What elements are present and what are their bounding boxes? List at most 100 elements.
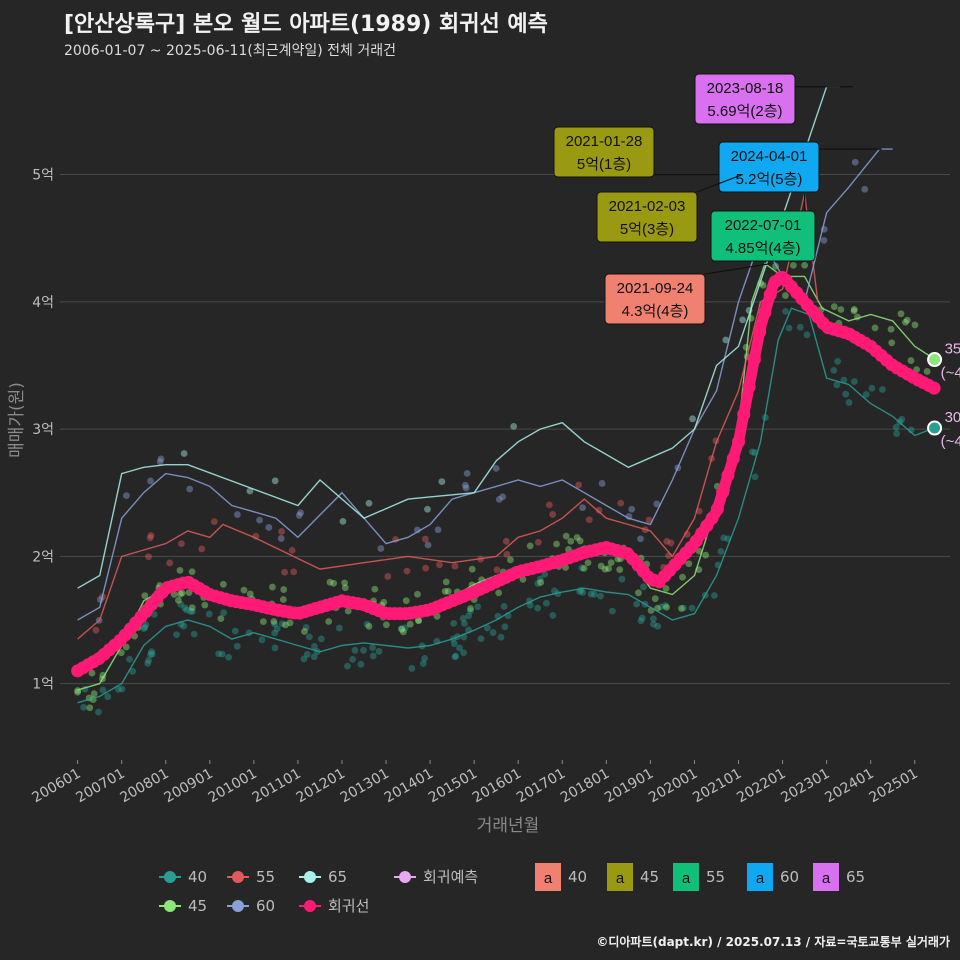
callout-labels: 2023-08-18 5.69억(2층) 2021-01-28 5억(1층) 2024-…	[553, 73, 882, 325]
data-point-40	[500, 603, 508, 610]
x-tick-label: 201601	[470, 766, 524, 807]
data-point-45	[365, 622, 373, 630]
data-point-45	[677, 605, 685, 612]
callout-box	[694, 73, 796, 125]
data-point-40	[104, 693, 112, 701]
callout-2024-04-01: 2024-04-01 5.2억(5층)	[718, 141, 882, 193]
data-point-40	[145, 657, 153, 664]
data-point-60	[861, 185, 869, 193]
data-point-45	[176, 566, 184, 574]
legend-dot	[232, 871, 244, 883]
legend-callout-label: 45	[640, 868, 659, 886]
data-point-45	[537, 579, 545, 586]
regression-point	[763, 288, 777, 302]
x-tick-label: 202001	[646, 766, 700, 807]
data-point-60	[265, 524, 273, 531]
data-point-40	[489, 629, 497, 636]
legend-callout-55: a 55	[673, 863, 725, 891]
legend-callout-glyph: a	[682, 870, 691, 887]
legend-callout-45: a 45	[607, 863, 659, 891]
data-point-55	[422, 564, 430, 572]
data-point-40	[258, 636, 266, 644]
data-point-40	[526, 601, 534, 609]
data-point-45	[380, 598, 388, 606]
data-point-40	[317, 635, 325, 643]
data-point-40	[369, 644, 376, 651]
data-point-65	[365, 499, 373, 507]
legend: 40 55 65 회귀예측 45 60 회귀선 a 40 a 45 a 55 a 60 a 65	[159, 863, 865, 915]
data-point-65	[246, 487, 254, 495]
regression-point	[747, 352, 761, 366]
data-point-45	[663, 603, 670, 611]
data-point-60	[598, 480, 606, 487]
data-point-55	[403, 567, 411, 575]
data-point-40	[578, 564, 586, 572]
data-point-45	[371, 585, 379, 593]
data-point-40	[310, 653, 318, 661]
callout-box	[718, 141, 820, 193]
data-point-40	[549, 611, 557, 619]
data-point-40	[173, 631, 180, 639]
data-point-55	[384, 573, 392, 580]
data-point-45	[830, 303, 838, 311]
data-point-40	[785, 324, 793, 332]
x-tick-label: 200701	[73, 766, 127, 807]
prediction-value: 30,083	[945, 409, 960, 426]
callout-date: 2023-08-18	[707, 80, 784, 97]
regression-line	[71, 270, 941, 678]
callout-box	[604, 273, 706, 325]
data-point-40	[501, 623, 509, 631]
data-point-55	[503, 550, 511, 558]
callout-value: 4.3억(4층)	[622, 303, 689, 320]
regression-point	[716, 485, 730, 499]
legend-label: 65	[328, 868, 347, 886]
data-point-40	[850, 378, 858, 385]
data-point-40	[271, 629, 279, 637]
data-point-45	[907, 357, 915, 364]
data-point-40	[177, 600, 185, 608]
data-point-45	[597, 562, 605, 570]
data-point-45	[553, 540, 560, 548]
data-point-40	[461, 620, 468, 627]
data-point-55	[493, 566, 501, 574]
data-point-60	[820, 236, 828, 244]
legend-item-pred: 회귀예측	[394, 868, 478, 886]
data-point-45	[178, 589, 186, 597]
callout-value: 5억(1층)	[577, 156, 631, 173]
data-point-60	[277, 535, 285, 542]
legend-item-60: 60	[227, 897, 275, 915]
data-point-45	[382, 621, 390, 629]
data-point-40	[720, 534, 728, 542]
legend-callout-60: a 60	[747, 863, 799, 891]
data-point-40	[305, 633, 313, 641]
data-point-45	[679, 573, 686, 581]
data-point-45	[467, 605, 474, 612]
data-point-40	[597, 592, 604, 600]
prediction-size: (~40㎡)	[941, 433, 960, 450]
legend-callout-label: 60	[780, 868, 799, 886]
data-point-40	[451, 653, 459, 661]
data-point-45	[601, 565, 609, 573]
chart-title: [안산상록구] 본오 월드 아파트(1989) 회귀선 예측	[64, 12, 548, 37]
data-point-40	[834, 358, 842, 365]
data-point-45	[685, 560, 693, 568]
y-tick-label: 1억	[32, 677, 54, 693]
data-point-60	[123, 492, 130, 500]
data-point-45	[188, 604, 196, 612]
data-point-65	[689, 415, 696, 423]
legend-callout-glyph: a	[544, 870, 553, 887]
data-point-55	[617, 499, 625, 507]
data-point-55	[166, 559, 174, 567]
data-point-45	[584, 559, 592, 567]
data-point-40	[357, 660, 365, 668]
data-point-40	[892, 423, 900, 431]
data-point-65	[510, 422, 518, 430]
data-point-45	[433, 612, 441, 620]
data-point-40	[401, 624, 409, 632]
legend-dot	[304, 900, 316, 912]
data-point-40	[483, 624, 491, 632]
data-point-45	[74, 688, 82, 696]
data-point-45	[789, 261, 797, 269]
x-tick-label: 200601	[29, 766, 83, 807]
